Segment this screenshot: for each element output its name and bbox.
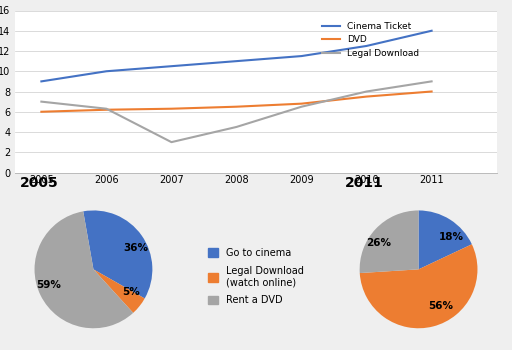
Line: Legal Download: Legal Download bbox=[41, 82, 432, 142]
Wedge shape bbox=[360, 244, 478, 328]
Cinema Ticket bbox=[168, 64, 175, 68]
Text: 5%: 5% bbox=[122, 287, 140, 297]
DVD bbox=[233, 105, 240, 109]
Legal Download bbox=[364, 89, 370, 93]
DVD bbox=[103, 108, 110, 112]
Legend: Go to cinema, Legal Download
(watch online), Rent a DVD: Go to cinema, Legal Download (watch onli… bbox=[208, 248, 304, 305]
Legend: Cinema Ticket, DVD, Legal Download: Cinema Ticket, DVD, Legal Download bbox=[318, 18, 423, 62]
Line: DVD: DVD bbox=[41, 91, 432, 112]
DVD bbox=[38, 110, 45, 114]
Legal Download bbox=[429, 79, 435, 84]
Cinema Ticket bbox=[38, 79, 45, 84]
Wedge shape bbox=[34, 211, 133, 328]
DVD bbox=[298, 102, 305, 106]
Cinema Ticket bbox=[103, 69, 110, 73]
Text: 26%: 26% bbox=[366, 238, 391, 248]
Text: 56%: 56% bbox=[428, 301, 453, 312]
Legal Download bbox=[298, 105, 305, 109]
Legal Download bbox=[233, 125, 240, 129]
DVD bbox=[364, 94, 370, 99]
Legal Download bbox=[38, 99, 45, 104]
Wedge shape bbox=[418, 210, 472, 270]
Cinema Ticket bbox=[364, 44, 370, 48]
Cinema Ticket bbox=[233, 59, 240, 63]
Legal Download bbox=[103, 107, 110, 111]
Text: 18%: 18% bbox=[439, 232, 464, 242]
Cinema Ticket bbox=[429, 29, 435, 33]
DVD bbox=[168, 107, 175, 111]
Wedge shape bbox=[359, 210, 418, 273]
DVD bbox=[429, 89, 435, 93]
Line: Cinema Ticket: Cinema Ticket bbox=[41, 31, 432, 82]
Text: 59%: 59% bbox=[36, 280, 61, 290]
Legal Download bbox=[168, 140, 175, 144]
Text: 2011: 2011 bbox=[345, 176, 384, 190]
Cinema Ticket bbox=[298, 54, 305, 58]
Wedge shape bbox=[83, 210, 153, 299]
Wedge shape bbox=[94, 270, 145, 313]
Text: 36%: 36% bbox=[123, 243, 148, 253]
Text: 2005: 2005 bbox=[20, 176, 58, 190]
